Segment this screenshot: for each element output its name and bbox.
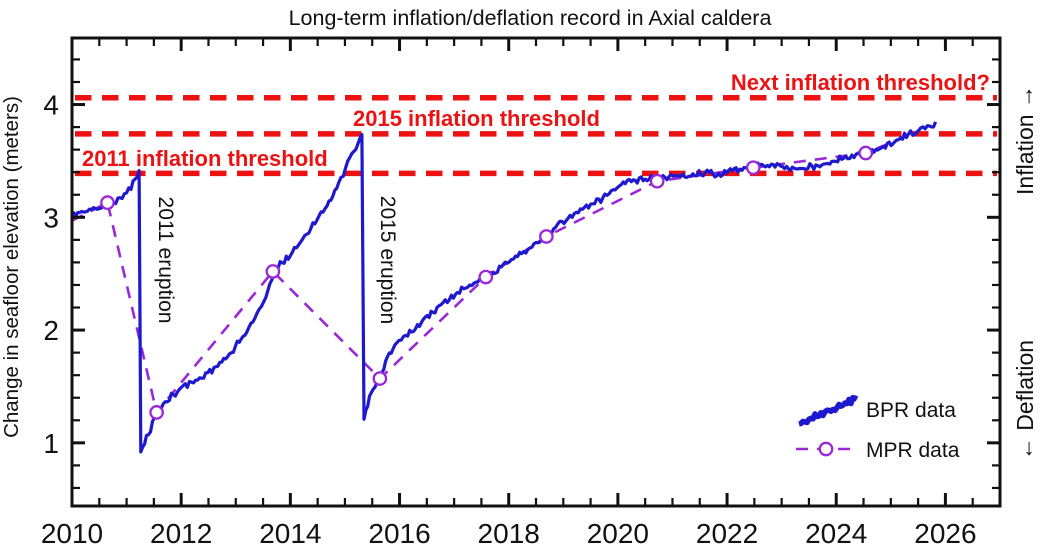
tick-label: 2010 — [41, 518, 103, 549]
mpr-marker — [539, 229, 554, 244]
legend-label-bpr: BPR data — [866, 399, 956, 422]
mpr-marker — [372, 371, 388, 386]
mpr-marker — [265, 264, 281, 279]
axes-layer: 2010 2012 2014 2016 2018 2020 2022 2024 2026 1 2 3 4 — [41, 36, 1002, 549]
tick-label: 2024 — [805, 518, 867, 549]
mpr-marker — [858, 145, 874, 161]
threshold-label-2015: 2015 inflation threshold — [353, 106, 600, 131]
bpr-line — [70, 121, 938, 454]
inflation-direction-label: Inflation → — [1012, 85, 1038, 195]
mpr-marker — [149, 405, 164, 420]
threshold-lines-layer — [75, 95, 997, 177]
mpr-marker — [649, 173, 665, 189]
tick-label: 2016 — [368, 518, 430, 549]
threshold-label-next: Next inflation threshold? — [731, 70, 990, 95]
legend-bpr-line-sample — [798, 394, 859, 427]
tick-label: 4 — [43, 90, 59, 121]
y-axis-title: Change in seafloor elevation (meters) — [0, 96, 23, 438]
legend-label-mpr: MPR data — [866, 439, 960, 462]
legend: BPR data MPR data — [796, 394, 960, 462]
chart-title: Long-term inflation/deflation record in … — [289, 6, 772, 30]
bpr-series-layer — [70, 121, 938, 454]
tick-label: 2026 — [914, 518, 976, 549]
tick-label: 2012 — [150, 518, 212, 549]
tick-label: 2 — [43, 315, 59, 346]
legend-bpr-sample-path — [798, 394, 859, 427]
mpr-marker — [745, 160, 761, 176]
tick-label: 1 — [43, 428, 59, 459]
eruption-label-2011: 2011 eruption — [154, 197, 177, 324]
x-tick-labels: 2010 2012 2014 2016 2018 2020 2022 2024 2026 — [41, 518, 977, 549]
legend-mpr-marker-sample — [818, 441, 834, 457]
deflation-direction-label: ← Deflation — [1012, 340, 1038, 460]
tick-label: 2022 — [696, 518, 758, 549]
threshold-label-2011: 2011 inflation threshold — [82, 146, 328, 171]
mpr-marker — [100, 195, 115, 210]
tick-label: 2020 — [587, 518, 649, 549]
mpr-markers-layer — [100, 145, 874, 420]
tick-label: 3 — [43, 202, 59, 233]
mpr-marker — [478, 269, 494, 285]
y-tick-labels: 1 2 3 4 — [43, 90, 59, 459]
tick-label: 2014 — [259, 518, 321, 549]
tick-label: 2018 — [478, 518, 540, 549]
eruption-label-2015: 2015 eruption — [376, 196, 399, 324]
